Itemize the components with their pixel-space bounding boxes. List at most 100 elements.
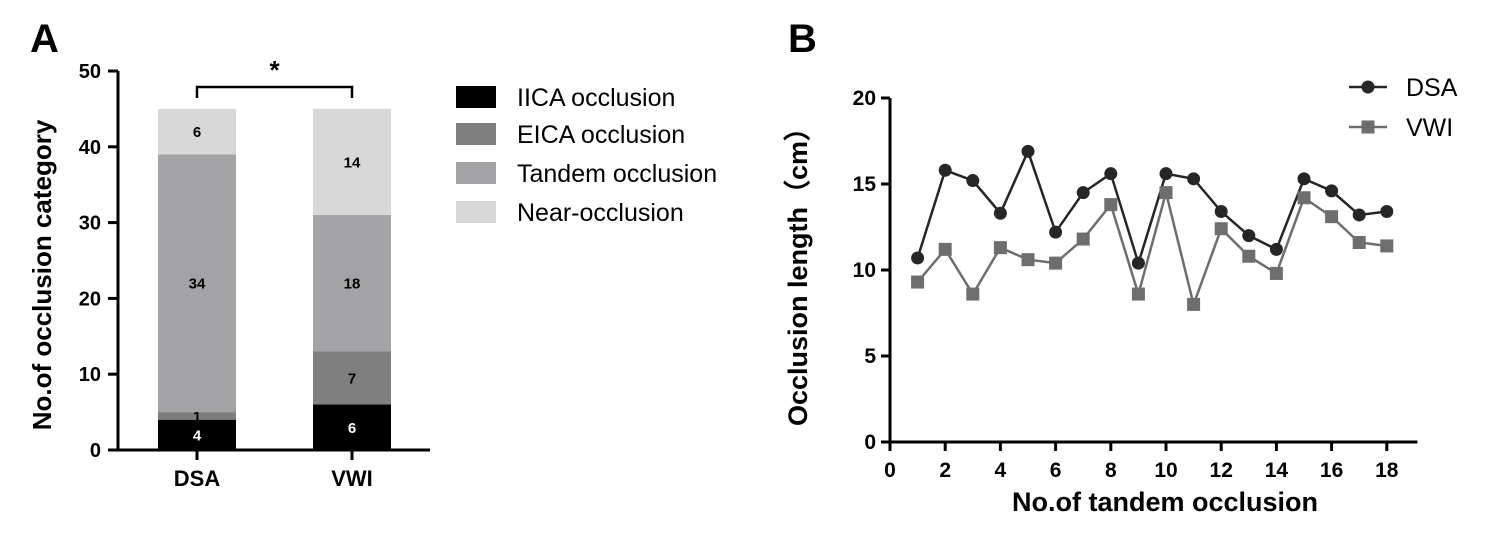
data-point-dsa-11 xyxy=(1187,172,1201,186)
panel-b-y-tick-label: 15 xyxy=(853,173,877,196)
legend-label-vwi: VWI xyxy=(1406,114,1453,142)
data-label-dsa-iica-occlusion: 4 xyxy=(193,427,202,444)
panel-b-x-tick-label: 16 xyxy=(1320,459,1343,482)
panel-b-x-tick-label: 8 xyxy=(1105,459,1117,482)
panel-a-y-axis-title: No.of occlusion category xyxy=(27,119,57,430)
data-point-dsa-9 xyxy=(1131,256,1145,270)
panel-b-letter: B xyxy=(788,17,817,61)
data-point-vwi-14 xyxy=(1269,266,1283,280)
legend-marker-dsa xyxy=(1361,80,1375,94)
significance-marker: * xyxy=(269,55,280,85)
legend-label-eica-occlusion: EICA occlusion xyxy=(517,121,685,149)
legend-label-iica-occlusion: IICA occlusion xyxy=(517,84,675,112)
panel-b-axes: 0 5 10 15 20 0 2 4 6 8 10 12 14 16 18 xyxy=(853,87,1418,482)
data-point-dsa-7 xyxy=(1076,186,1090,200)
data-point-vwi-1 xyxy=(911,275,925,289)
category-label-vwi: VWI xyxy=(331,466,373,491)
bar-segment-dsa-eica-occlusion xyxy=(158,412,236,420)
data-point-vwi-2 xyxy=(938,242,952,256)
data-point-dsa-4 xyxy=(993,206,1007,220)
data-label-vwi-tandem-occlusion: 18 xyxy=(344,276,361,293)
bar-segment-dsa-near-occlusion xyxy=(158,108,236,155)
legend-swatch-iica-occlusion xyxy=(456,86,496,108)
data-point-dsa-14 xyxy=(1269,242,1283,256)
data-point-dsa-16 xyxy=(1325,184,1339,198)
data-point-vwi-9 xyxy=(1131,287,1145,301)
data-label-dsa-eica-occlusion: 1 xyxy=(193,408,201,425)
data-point-dsa-5 xyxy=(1021,144,1035,158)
bar-segment-dsa-tandem-occlusion xyxy=(158,154,236,413)
data-point-vwi-18 xyxy=(1380,239,1394,253)
bar-segment-vwi-tandem-occlusion xyxy=(313,215,391,352)
data-point-vwi-16 xyxy=(1325,210,1339,224)
legend-swatch-tandem-occlusion xyxy=(456,162,496,184)
panel-b-y-tick-label: 10 xyxy=(853,259,876,282)
data-point-dsa-15 xyxy=(1297,172,1311,186)
data-point-dsa-10 xyxy=(1159,167,1173,181)
panel-a-y-tick-label: 10 xyxy=(79,364,101,386)
panel-a-y-tick-label: 20 xyxy=(79,288,101,310)
panel-b-x-tick-label: 10 xyxy=(1154,459,1177,482)
data-point-vwi-13 xyxy=(1242,249,1256,263)
panel-a-letter: A xyxy=(30,17,59,61)
panel-a-y-tick-label: 50 xyxy=(79,61,101,83)
data-point-dsa-6 xyxy=(1049,225,1063,239)
legend-label-dsa: DSA xyxy=(1406,74,1458,102)
panel-b-x-axis-title: No.of tandem occlusion xyxy=(1012,487,1318,517)
data-label-vwi-iica-occlusion: 6 xyxy=(348,420,356,437)
bar-segment-vwi-near-occlusion xyxy=(313,108,391,216)
panel-b-y-tick-label: 0 xyxy=(864,431,876,454)
series-line-vwi xyxy=(916,187,1387,309)
panel-b-x-tick-label: 0 xyxy=(884,459,896,482)
panel-b-y-tick-label: 5 xyxy=(864,345,876,368)
data-point-vwi-5 xyxy=(1021,253,1035,267)
panel-b-y-axis-title: Occlusion length（cm） xyxy=(783,114,813,426)
data-point-vwi-3 xyxy=(966,287,980,301)
legend-label-tandem-occlusion: Tandem occlusion xyxy=(517,160,717,188)
data-point-dsa-8 xyxy=(1104,167,1118,181)
data-point-dsa-3 xyxy=(966,174,980,188)
data-point-vwi-17 xyxy=(1352,235,1366,249)
data-point-vwi-8 xyxy=(1104,198,1118,212)
panel-b-y-tick-label: 20 xyxy=(853,87,876,110)
data-label-vwi-near-occlusion: 14 xyxy=(344,154,361,171)
data-point-dsa-12 xyxy=(1214,205,1228,219)
panel-b-x-tick-label: 4 xyxy=(995,459,1007,482)
data-point-dsa-17 xyxy=(1352,208,1366,222)
data-point-vwi-11 xyxy=(1187,297,1201,311)
bar-segment-dsa-iica-occlusion xyxy=(158,419,236,450)
panel-a-y-tick-label: 30 xyxy=(79,213,101,235)
data-point-dsa-18 xyxy=(1380,205,1394,219)
panel-b-legend: DSA VWI xyxy=(1349,74,1458,142)
data-point-vwi-7 xyxy=(1076,232,1090,246)
data-point-dsa-2 xyxy=(938,163,952,177)
bar-segment-vwi-eica-occlusion xyxy=(313,351,391,405)
panel-a-bars: 4 1 34 6 6 7 18 14 xyxy=(158,108,391,450)
panel-a-axes: 0 10 20 30 40 50 DSA VWI xyxy=(79,61,430,491)
data-point-dsa-1 xyxy=(911,251,925,265)
significance-bracket-line xyxy=(195,85,354,98)
data-point-vwi-6 xyxy=(1049,256,1063,270)
data-point-dsa-13 xyxy=(1242,229,1256,243)
panel-b-x-tick-label: 2 xyxy=(939,459,951,482)
legend-label-near-occlusion: Near-occlusion xyxy=(517,199,684,227)
panel-b-x-tick-label: 18 xyxy=(1375,459,1399,482)
bar-segment-vwi-iica-occlusion xyxy=(313,404,391,450)
data-label-dsa-near-occlusion: 6 xyxy=(193,124,201,141)
data-point-vwi-4 xyxy=(993,241,1007,255)
data-point-vwi-10 xyxy=(1159,186,1173,200)
panel-a-legend: IICA occlusion EICA occlusion Tandem occlu… xyxy=(456,84,717,227)
panel-a-y-tick-label: 40 xyxy=(79,137,101,159)
panel-b-x-tick-label: 12 xyxy=(1210,459,1233,482)
legend-swatch-eica-occlusion xyxy=(456,123,496,145)
data-point-vwi-15 xyxy=(1297,191,1311,205)
data-label-vwi-eica-occlusion: 7 xyxy=(348,370,356,387)
panel-b-x-tick-label: 14 xyxy=(1265,459,1289,482)
panel-b-x-tick-label: 6 xyxy=(1050,459,1062,482)
significance-bracket xyxy=(195,85,354,98)
category-label-dsa: DSA xyxy=(174,466,221,491)
data-label-dsa-tandem-occlusion: 34 xyxy=(189,276,206,293)
legend-marker-vwi xyxy=(1361,120,1375,134)
data-point-vwi-12 xyxy=(1214,222,1228,236)
panel-a-y-tick-label: 0 xyxy=(90,440,101,462)
